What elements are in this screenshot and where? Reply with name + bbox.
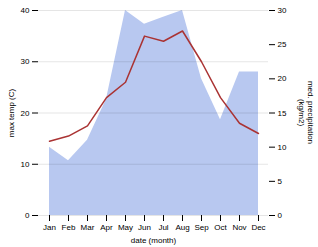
svg-text:15: 15 bbox=[278, 109, 287, 118]
svg-text:25: 25 bbox=[278, 40, 287, 49]
svg-text:Jun: Jun bbox=[138, 223, 151, 232]
svg-text:Nov: Nov bbox=[232, 223, 246, 232]
svg-text:Aug: Aug bbox=[175, 223, 189, 232]
svg-text:max temp (C): max temp (C) bbox=[7, 88, 16, 137]
svg-text:Mar: Mar bbox=[81, 223, 95, 232]
svg-text:Feb: Feb bbox=[62, 223, 76, 232]
svg-text:date (month): date (month) bbox=[131, 236, 177, 245]
svg-text:40: 40 bbox=[21, 6, 30, 15]
svg-text:5: 5 bbox=[278, 177, 283, 186]
svg-text:0: 0 bbox=[278, 211, 283, 220]
svg-text:Dec: Dec bbox=[251, 223, 265, 232]
svg-text:Jan: Jan bbox=[43, 223, 56, 232]
svg-text:30: 30 bbox=[21, 57, 30, 66]
svg-text:Jul: Jul bbox=[158, 223, 168, 232]
svg-text:Sep: Sep bbox=[194, 223, 209, 232]
svg-text:0: 0 bbox=[25, 211, 30, 220]
svg-text:10: 10 bbox=[278, 143, 287, 152]
svg-text:20: 20 bbox=[21, 109, 30, 118]
svg-text:med. precipitation(kg/m2): med. precipitation(kg/m2) bbox=[297, 81, 315, 144]
svg-text:20: 20 bbox=[278, 74, 287, 83]
svg-text:Oct: Oct bbox=[214, 223, 227, 232]
svg-text:10: 10 bbox=[21, 160, 30, 169]
svg-text:May: May bbox=[118, 223, 133, 232]
svg-text:Apr: Apr bbox=[100, 223, 113, 232]
svg-text:30: 30 bbox=[278, 6, 287, 15]
